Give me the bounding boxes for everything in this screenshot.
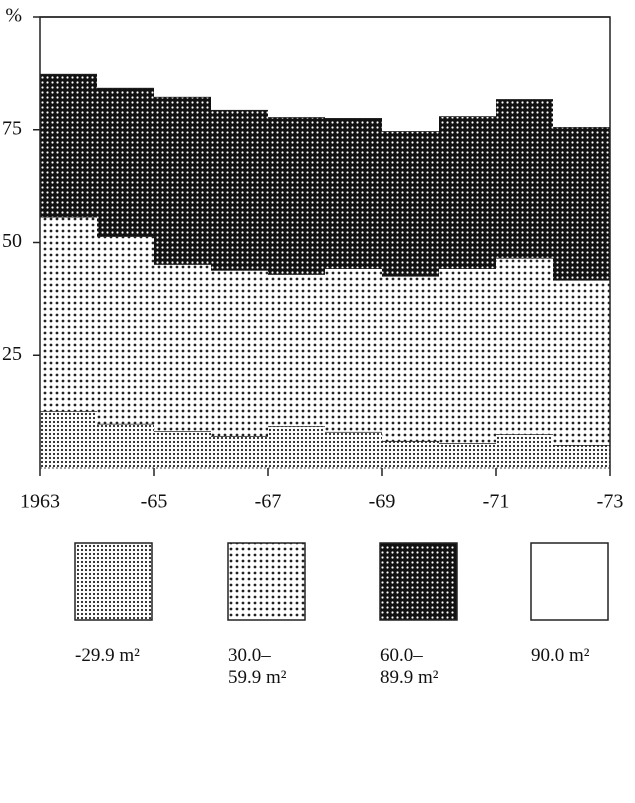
bar-segment xyxy=(325,431,382,468)
bar-segment xyxy=(211,17,268,110)
bar-segment xyxy=(553,17,610,128)
bar-segment xyxy=(439,268,496,444)
bar-segment xyxy=(496,17,553,100)
bar-segment xyxy=(382,17,439,132)
bar-segment xyxy=(496,99,553,258)
x-tick-label: -69 xyxy=(369,491,396,513)
legend-label: 90.0 m² xyxy=(531,645,590,666)
bar-segment xyxy=(382,131,439,276)
x-tick-label: 1963 xyxy=(20,491,60,513)
bar-segment xyxy=(268,17,325,118)
bar-segment xyxy=(40,411,97,468)
bar-segment xyxy=(496,434,553,468)
legend-swatch xyxy=(379,542,458,621)
x-tick-label: -73 xyxy=(597,491,624,513)
bar-segment xyxy=(496,257,553,435)
legend-label: -29.9 m² xyxy=(75,645,140,666)
bar-segment xyxy=(553,127,610,280)
x-tick-label: -71 xyxy=(483,491,510,513)
x-tick-label: -65 xyxy=(141,491,168,513)
bar-segment xyxy=(154,96,211,265)
bar-segment xyxy=(268,117,325,275)
bar-segment xyxy=(97,17,154,88)
bar-segment xyxy=(211,270,268,436)
bar-segment xyxy=(553,279,610,445)
bar-segment xyxy=(40,73,97,217)
bar-segment xyxy=(439,443,496,468)
legend-label: 30.0–59.9 m² xyxy=(228,645,287,688)
bar-segment xyxy=(268,426,325,468)
y-tick-label: 25 xyxy=(2,343,22,365)
legend-swatch xyxy=(530,542,609,621)
bar-segment xyxy=(211,435,268,468)
bar-segment xyxy=(154,431,211,468)
bar-segment xyxy=(439,17,496,117)
bar-segment xyxy=(382,440,439,468)
bar-segment xyxy=(154,264,211,432)
bar-segment xyxy=(382,275,439,441)
y-tick-label: 50 xyxy=(2,230,22,252)
bar-segment xyxy=(40,17,97,74)
bar-segment xyxy=(97,87,154,237)
legend-swatch xyxy=(227,542,306,621)
bar-segment xyxy=(325,118,382,269)
y-tick-label: 75 xyxy=(2,117,22,139)
bar-segment xyxy=(40,216,97,412)
bar-segment xyxy=(97,236,154,424)
bar-segment xyxy=(325,268,382,432)
bar-segment xyxy=(154,17,211,97)
bar-segment xyxy=(553,444,610,468)
bar-segment xyxy=(97,423,154,468)
legend-label: 60.0–89.9 m² xyxy=(380,645,439,688)
bar-segment xyxy=(268,274,325,427)
bar-segment xyxy=(439,116,496,269)
x-tick-label: -67 xyxy=(255,491,282,513)
bar-segment xyxy=(325,17,382,119)
y-tick-label: 100 % xyxy=(0,5,22,27)
bar-segment xyxy=(211,109,268,271)
legend-swatch xyxy=(74,542,153,621)
